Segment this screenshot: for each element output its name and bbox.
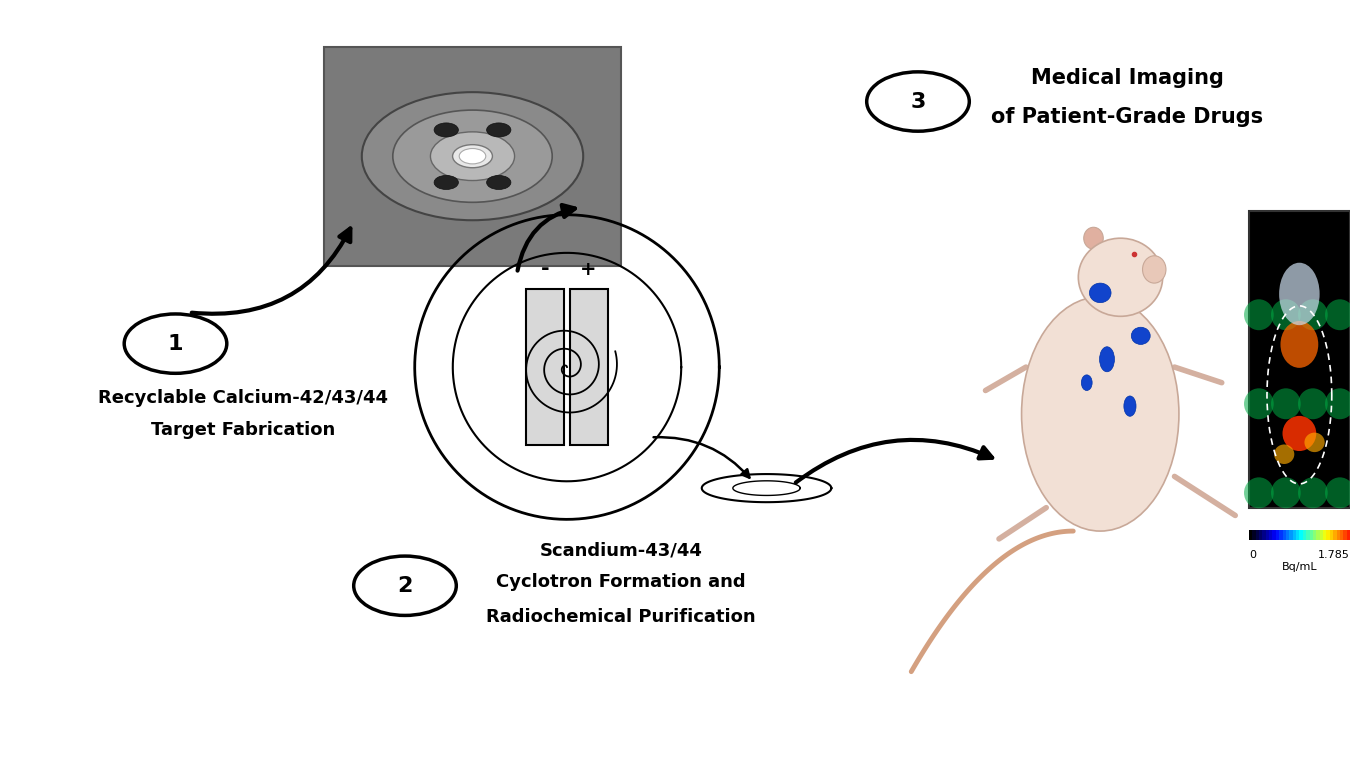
Circle shape xyxy=(393,110,552,202)
Bar xyxy=(1323,530,1328,540)
Bar xyxy=(1303,530,1307,540)
Ellipse shape xyxy=(1079,238,1162,316)
Ellipse shape xyxy=(1326,477,1350,508)
Ellipse shape xyxy=(1022,297,1179,531)
Ellipse shape xyxy=(1304,433,1324,452)
Ellipse shape xyxy=(1081,375,1092,390)
Bar xyxy=(1299,530,1304,540)
Bar xyxy=(1346,530,1350,540)
Bar xyxy=(1282,530,1287,540)
Ellipse shape xyxy=(1272,299,1300,330)
Circle shape xyxy=(435,123,459,137)
Bar xyxy=(1278,530,1284,540)
Circle shape xyxy=(124,314,227,373)
Ellipse shape xyxy=(1299,299,1327,330)
FancyArrowPatch shape xyxy=(192,229,351,314)
Circle shape xyxy=(486,123,510,137)
Text: Medical Imaging: Medical Imaging xyxy=(1031,68,1223,88)
Text: Target Fabrication: Target Fabrication xyxy=(151,420,335,439)
Bar xyxy=(570,289,608,445)
Bar xyxy=(1256,530,1260,540)
Ellipse shape xyxy=(1131,327,1150,344)
FancyArrowPatch shape xyxy=(795,440,992,483)
Ellipse shape xyxy=(1089,284,1111,302)
Circle shape xyxy=(431,132,514,180)
Circle shape xyxy=(354,556,456,615)
Bar xyxy=(1305,530,1311,540)
Ellipse shape xyxy=(1245,477,1273,508)
Bar xyxy=(1292,530,1297,540)
Bar xyxy=(1316,530,1320,540)
Ellipse shape xyxy=(1272,388,1300,419)
Text: 0: 0 xyxy=(1249,550,1256,560)
Bar xyxy=(526,289,564,445)
Bar xyxy=(1310,530,1315,540)
Ellipse shape xyxy=(1084,227,1103,249)
Text: Bq/mL: Bq/mL xyxy=(1281,562,1318,572)
Text: 1: 1 xyxy=(167,333,184,354)
Bar xyxy=(1336,530,1341,540)
Bar xyxy=(1285,530,1291,540)
Circle shape xyxy=(435,176,459,190)
Bar xyxy=(1249,211,1350,508)
Ellipse shape xyxy=(1099,347,1114,372)
Bar xyxy=(1339,530,1345,540)
Ellipse shape xyxy=(1280,321,1318,368)
Bar xyxy=(1269,530,1273,540)
Ellipse shape xyxy=(1278,262,1319,325)
Text: of Patient-Grade Drugs: of Patient-Grade Drugs xyxy=(991,107,1264,127)
Text: Recyclable Calcium-42/43/44: Recyclable Calcium-42/43/44 xyxy=(99,389,387,408)
Text: 2: 2 xyxy=(397,576,413,596)
Bar xyxy=(1289,530,1293,540)
Bar xyxy=(1330,530,1334,540)
Bar xyxy=(1312,530,1318,540)
Text: Scandium-43/44: Scandium-43/44 xyxy=(540,541,702,560)
FancyArrowPatch shape xyxy=(517,205,575,270)
Circle shape xyxy=(459,148,486,164)
Bar xyxy=(1319,530,1324,540)
Ellipse shape xyxy=(1326,388,1350,419)
Ellipse shape xyxy=(1245,299,1273,330)
Bar xyxy=(1266,530,1270,540)
Text: Radiochemical Purification: Radiochemical Purification xyxy=(486,608,756,626)
Ellipse shape xyxy=(1282,416,1316,451)
Text: Cyclotron Formation and: Cyclotron Formation and xyxy=(497,572,745,591)
Bar xyxy=(1272,530,1277,540)
Bar xyxy=(324,47,621,266)
Bar xyxy=(1343,530,1347,540)
Ellipse shape xyxy=(1299,477,1327,508)
Text: 3: 3 xyxy=(910,91,926,112)
Ellipse shape xyxy=(1272,477,1300,508)
Text: -: - xyxy=(541,259,549,280)
Ellipse shape xyxy=(1326,299,1350,330)
Circle shape xyxy=(362,92,583,220)
Ellipse shape xyxy=(1142,256,1166,284)
Bar xyxy=(1296,530,1300,540)
Text: +: + xyxy=(580,260,597,279)
Bar xyxy=(1326,530,1331,540)
Bar xyxy=(1249,530,1253,540)
Bar xyxy=(1253,530,1257,540)
Bar xyxy=(1276,530,1280,540)
Circle shape xyxy=(452,144,493,168)
Ellipse shape xyxy=(1123,396,1137,416)
Bar xyxy=(1262,530,1266,540)
Ellipse shape xyxy=(1299,388,1327,419)
Bar xyxy=(1332,530,1338,540)
Text: 1.785: 1.785 xyxy=(1318,550,1350,560)
Ellipse shape xyxy=(1245,388,1273,419)
Circle shape xyxy=(486,176,510,190)
Bar xyxy=(1258,530,1264,540)
Ellipse shape xyxy=(1274,444,1295,464)
Circle shape xyxy=(867,72,969,131)
